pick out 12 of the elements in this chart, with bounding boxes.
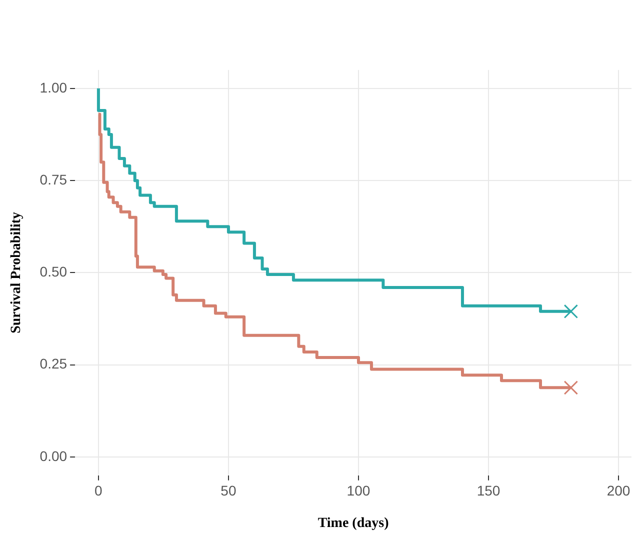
x-tick-label: 0 — [94, 482, 103, 499]
x-tick-label: 150 — [476, 482, 500, 499]
y-tick-label: 0.00 — [40, 448, 68, 464]
x-tick-label: 50 — [220, 482, 236, 499]
y-tick-label: 0.75 — [40, 171, 68, 188]
y-tick-label: 0.50 — [40, 264, 68, 280]
y-tick-label: 0.25 — [40, 356, 68, 372]
y-axis-title: Survival Probability — [9, 212, 24, 334]
x-tick-label: 100 — [346, 482, 370, 499]
x-axis-title: Time (days) — [318, 516, 390, 532]
x-tick-label: 200 — [606, 482, 630, 499]
y-tick-label: 1.00 — [40, 79, 68, 96]
